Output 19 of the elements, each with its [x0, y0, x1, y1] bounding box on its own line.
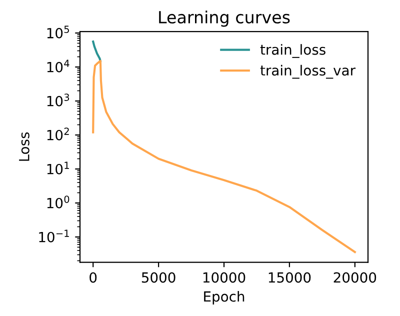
y-tick-label: 10$^{4}$ — [47, 60, 70, 72]
line-series — [92, 60, 356, 254]
y-tick-label: 10$^{1}$ — [47, 162, 69, 174]
x-tick-label: 10000 — [203, 272, 246, 283]
x-tick-label: 0 — [90, 272, 97, 283]
y-tick-label: 10$^{2}$ — [47, 128, 69, 140]
y-tick-label: 10$^{0}$ — [47, 196, 70, 208]
x-tick-label: 5000 — [142, 272, 176, 283]
y-tick-label: 10$^{5}$ — [47, 26, 69, 38]
x-axis-title: Epoch — [204, 291, 244, 304]
legend-label: train_loss — [260, 44, 326, 58]
chart-title: Learning curves — [159, 10, 290, 27]
y-axis-title: Loss — [19, 132, 30, 161]
y-tick-label: 10$^{−1}$ — [39, 230, 69, 242]
x-tick-label: 15000 — [268, 272, 311, 283]
line-series — [92, 40, 102, 62]
y-tick-label: 10$^{3}$ — [47, 94, 70, 106]
legend-label: train_loss_var — [260, 64, 356, 79]
x-tick-label: 20000 — [334, 272, 376, 283]
